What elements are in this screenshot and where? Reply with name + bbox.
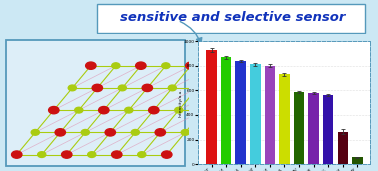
Circle shape [38, 152, 46, 157]
Circle shape [212, 63, 220, 69]
Bar [265, 66, 275, 164]
Bar [279, 74, 290, 164]
Circle shape [161, 151, 172, 158]
Circle shape [75, 107, 83, 113]
Circle shape [49, 107, 59, 114]
Circle shape [55, 129, 65, 136]
Circle shape [218, 85, 226, 91]
Circle shape [105, 129, 115, 136]
Circle shape [186, 62, 196, 69]
Circle shape [235, 62, 246, 69]
Circle shape [138, 152, 146, 157]
Circle shape [181, 129, 189, 135]
Circle shape [68, 85, 76, 91]
Circle shape [86, 62, 96, 69]
Circle shape [118, 85, 126, 91]
Circle shape [142, 84, 152, 91]
Circle shape [81, 129, 89, 135]
Bar [221, 57, 231, 164]
Circle shape [12, 151, 22, 158]
Bar [235, 61, 246, 164]
FancyBboxPatch shape [97, 4, 365, 32]
Circle shape [112, 63, 120, 69]
FancyBboxPatch shape [6, 40, 185, 166]
Bar [338, 131, 348, 164]
Circle shape [162, 63, 170, 69]
Circle shape [155, 129, 166, 136]
Bar [294, 91, 304, 164]
Circle shape [131, 129, 139, 135]
Bar [308, 93, 319, 164]
Circle shape [125, 107, 133, 113]
Circle shape [112, 151, 122, 158]
Circle shape [175, 107, 183, 113]
Y-axis label: Intensity/a.u.: Intensity/a.u. [178, 88, 182, 117]
Circle shape [92, 84, 102, 91]
Bar [250, 64, 260, 164]
Circle shape [198, 107, 209, 114]
Circle shape [88, 152, 96, 157]
Text: sensitive and selective sensor: sensitive and selective sensor [120, 11, 345, 24]
Circle shape [62, 151, 72, 158]
Circle shape [136, 62, 146, 69]
Circle shape [149, 107, 159, 114]
Circle shape [168, 85, 177, 91]
Bar [206, 50, 217, 164]
Bar [352, 157, 363, 164]
Circle shape [99, 107, 109, 114]
Circle shape [31, 129, 39, 135]
Bar [323, 95, 333, 164]
Circle shape [192, 84, 203, 91]
